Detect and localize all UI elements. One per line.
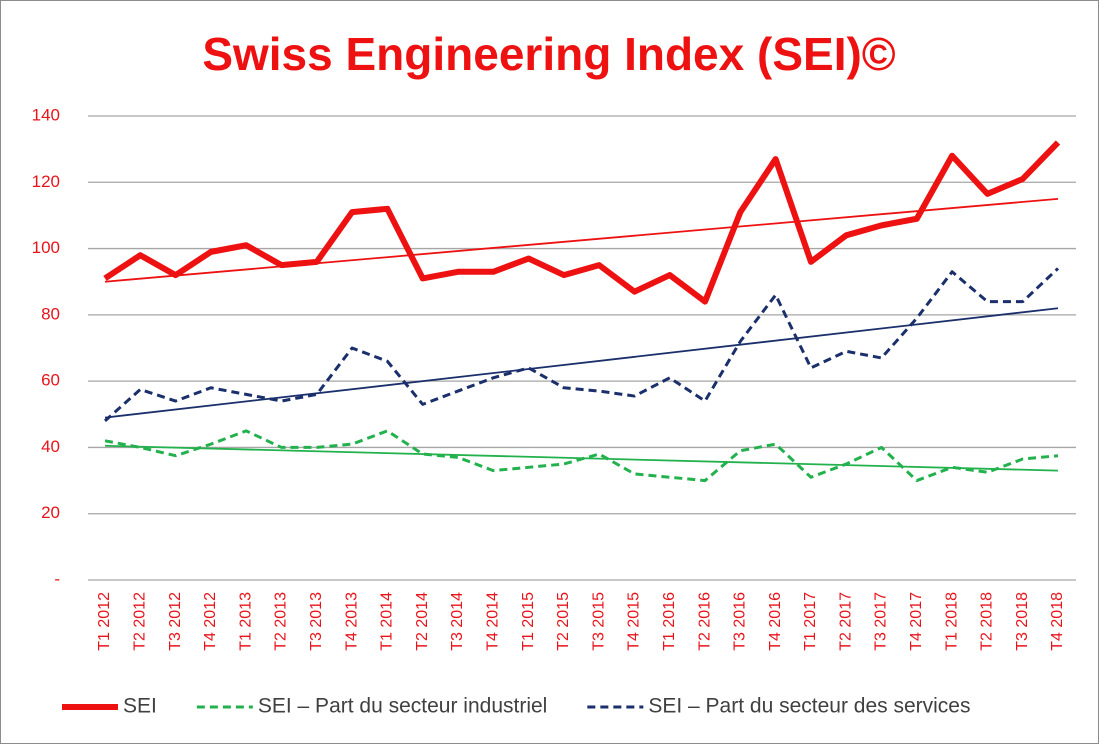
x-tick-label: T3 2016 xyxy=(732,592,749,651)
chart-title: Swiss Engineering Index (SEI)© xyxy=(202,28,895,80)
x-tick-label: T4 2014 xyxy=(484,592,501,651)
x-tick-label: T1 2012 xyxy=(96,592,113,651)
y-tick-label: 140 xyxy=(32,105,60,124)
x-tick-label: T3 2015 xyxy=(590,592,607,651)
x-tick-label: T1 2016 xyxy=(661,592,678,651)
trend-line xyxy=(104,307,1059,419)
x-tick-label: T4 2017 xyxy=(908,592,925,651)
x-tick-label: T3 2017 xyxy=(873,592,890,651)
legend-label: SEI xyxy=(123,695,157,718)
series-line xyxy=(104,429,1059,483)
x-tick-label: T2 2016 xyxy=(696,592,713,651)
x-tick-label: T1 2013 xyxy=(237,592,254,651)
x-tick-label: T4 2016 xyxy=(767,592,784,651)
legend-label: SEI – Part du secteur industriel xyxy=(258,695,547,718)
y-tick-label: 40 xyxy=(41,437,60,456)
legend-label: SEI – Part du secteur des services xyxy=(648,695,970,718)
x-tick-label: T4 2013 xyxy=(343,592,360,651)
y-tick-label: 120 xyxy=(32,172,60,191)
x-tick-label: T4 2015 xyxy=(626,592,643,651)
series-line xyxy=(104,267,1060,423)
y-tick-label: 100 xyxy=(32,238,60,257)
x-tick-label: T1 2014 xyxy=(379,592,396,651)
x-tick-label: T1 2018 xyxy=(943,592,960,651)
x-tick-label: T3 2014 xyxy=(449,592,466,651)
y-tick-label: 60 xyxy=(41,371,60,390)
x-tick-label: T3 2013 xyxy=(308,592,325,651)
series-line xyxy=(103,140,1061,305)
y-tick-label: 80 xyxy=(41,304,60,323)
x-tick-label: T1 2015 xyxy=(520,592,537,651)
x-tick-label: T2 2017 xyxy=(837,592,854,651)
y-tick-label: - xyxy=(54,569,60,588)
trend-line xyxy=(104,197,1059,283)
x-tick-label: T2 2014 xyxy=(414,592,431,651)
x-tick-label: T4 2012 xyxy=(202,592,219,651)
x-tick-label: T2 2012 xyxy=(132,592,149,651)
x-tick-label: T3 2012 xyxy=(167,592,184,651)
x-tick-label: T1 2017 xyxy=(802,592,819,651)
x-tick-label: T3 2018 xyxy=(1014,592,1031,651)
y-tick-label: 20 xyxy=(41,503,60,522)
x-tick-label: T2 2013 xyxy=(273,592,290,651)
x-tick-label: T2 2018 xyxy=(979,592,996,651)
x-tick-label: T2 2015 xyxy=(555,592,572,651)
x-tick-label: T4 2018 xyxy=(1049,592,1066,651)
